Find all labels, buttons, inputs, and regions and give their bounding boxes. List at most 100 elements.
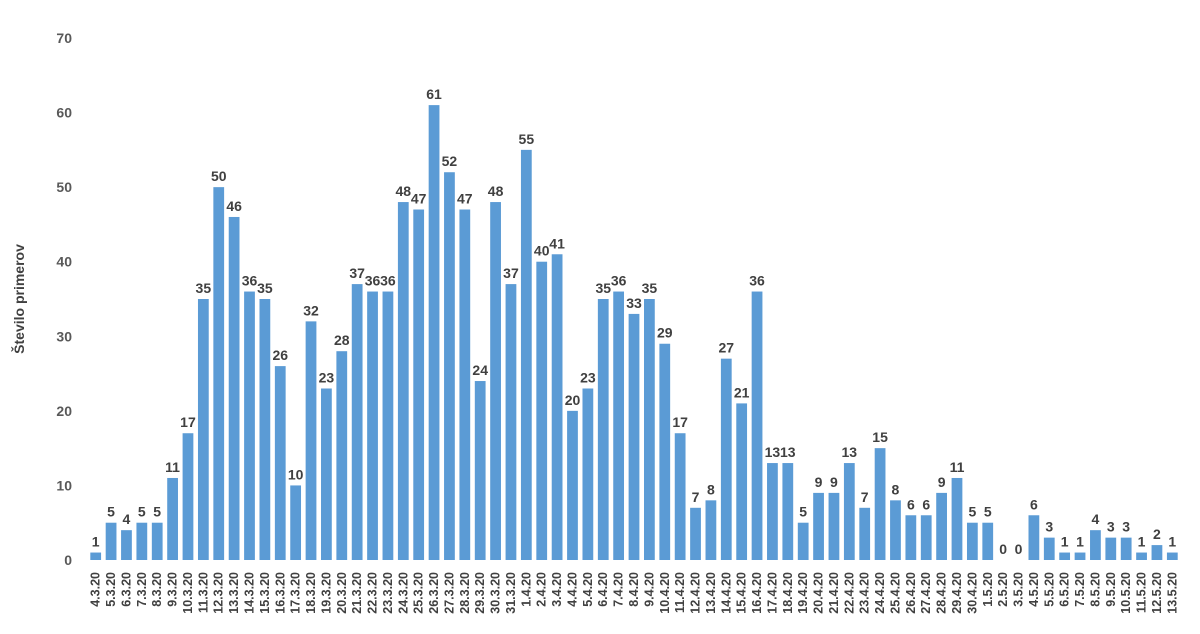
data-label: 47 (457, 191, 473, 207)
x-tick-label: 12.3.20 (212, 572, 226, 614)
bar (751, 291, 763, 560)
y-tick-label: 0 (64, 552, 72, 568)
bar (705, 500, 717, 560)
bar (613, 291, 625, 560)
y-tick-label: 30 (56, 328, 72, 344)
x-tick-label: 21.3.20 (350, 572, 364, 614)
bar (690, 507, 701, 560)
y-tick-label: 60 (56, 105, 72, 121)
x-tick-label: 9.4.20 (642, 572, 656, 607)
bar (336, 351, 348, 560)
x-tick-label: 1.5.20 (981, 572, 995, 607)
x-tick-label: 6.3.20 (119, 572, 133, 607)
x-tick-label: 2.4.20 (535, 572, 549, 607)
data-label: 15 (872, 429, 888, 445)
data-label: 32 (303, 302, 319, 318)
bar (121, 530, 132, 560)
data-label: 5 (107, 504, 115, 520)
data-label: 1 (1138, 534, 1146, 550)
data-label: 11 (950, 459, 965, 475)
data-label: 52 (442, 153, 458, 169)
x-tick-label: 10.3.20 (181, 572, 195, 614)
x-tick-label: 11.4.20 (673, 572, 687, 613)
x-tick-label: 18.4.20 (781, 572, 795, 614)
data-label: 41 (549, 235, 565, 251)
x-tick-label: 10.4.20 (658, 572, 672, 614)
bar (259, 299, 271, 560)
x-tick-label: 19.4.20 (796, 572, 810, 614)
data-label: 36 (365, 273, 381, 289)
bar (428, 105, 440, 561)
data-label: 36 (380, 273, 396, 289)
x-tick-label: 30.3.20 (489, 572, 503, 614)
y-axis-label: Število primerov (10, 244, 27, 354)
data-label: 3 (1107, 519, 1115, 535)
x-tick-label: 31.3.20 (504, 572, 518, 614)
x-tick-label: 8.3.20 (150, 572, 164, 607)
data-label: 17 (672, 414, 688, 430)
data-label: 7 (861, 489, 869, 505)
data-label: 4 (123, 511, 131, 527)
data-label: 0 (999, 541, 1007, 557)
x-tick-label: 24.4.20 (873, 572, 887, 614)
x-tick-label: 3.5.20 (1012, 572, 1026, 607)
x-tick-label: 7.5.20 (1073, 572, 1087, 607)
bar (813, 492, 824, 560)
data-label: 36 (242, 273, 258, 289)
x-tick-label: 7.4.20 (612, 572, 626, 607)
data-label: 61 (426, 86, 442, 102)
bar (720, 358, 732, 560)
bar (505, 284, 517, 560)
data-label: 1 (1061, 534, 1069, 550)
bar (474, 381, 486, 560)
bar (1059, 552, 1071, 560)
data-label: 37 (503, 265, 519, 281)
data-label: 1 (1168, 534, 1176, 550)
data-label: 10 (288, 466, 304, 482)
bars (90, 105, 1178, 561)
bar (197, 299, 209, 560)
data-label: 13 (842, 444, 858, 460)
x-tick-label: 27.4.20 (919, 572, 933, 614)
data-label: 35 (642, 280, 658, 296)
data-label: 9 (938, 474, 946, 490)
data-label: 9 (815, 474, 823, 490)
y-tick-label: 10 (56, 477, 72, 493)
bar (951, 477, 963, 560)
bar (1028, 515, 1040, 560)
x-tick-label: 7.3.20 (135, 572, 149, 607)
bar (490, 202, 501, 560)
data-label: 6 (907, 496, 915, 512)
x-tick-label: 9.3.20 (166, 572, 180, 607)
bar (136, 522, 148, 560)
data-label: 47 (411, 191, 427, 207)
data-label: 20 (565, 392, 581, 408)
data-label: 40 (534, 243, 550, 259)
data-label: 21 (734, 384, 750, 400)
data-label: 29 (657, 325, 673, 341)
bar (920, 515, 932, 560)
x-tick-label: 12.5.20 (1150, 572, 1164, 614)
bar (213, 187, 225, 560)
x-tick-label: 2.5.20 (996, 572, 1010, 607)
bar (321, 388, 332, 560)
bar (890, 500, 901, 560)
bar (90, 552, 102, 560)
x-tick-label: 1.4.20 (519, 572, 533, 607)
x-tick-label: 11.3.20 (196, 572, 210, 613)
bar (151, 522, 163, 560)
x-tick-label: 10.5.20 (1119, 572, 1133, 614)
x-tick-label: 26.3.20 (427, 572, 441, 614)
data-label: 35 (257, 280, 273, 296)
bar (1136, 552, 1147, 560)
x-tick-label: 19.3.20 (319, 572, 333, 614)
data-label: 2 (1153, 526, 1161, 542)
data-label: 9 (830, 474, 838, 490)
x-tick-label: 4.5.20 (1027, 572, 1041, 607)
bar (982, 522, 994, 560)
bar (520, 149, 532, 561)
x-tick-label: 28.3.20 (458, 572, 472, 614)
bar (936, 492, 947, 560)
bar (905, 515, 917, 560)
x-tick-label: 14.3.20 (242, 572, 256, 614)
